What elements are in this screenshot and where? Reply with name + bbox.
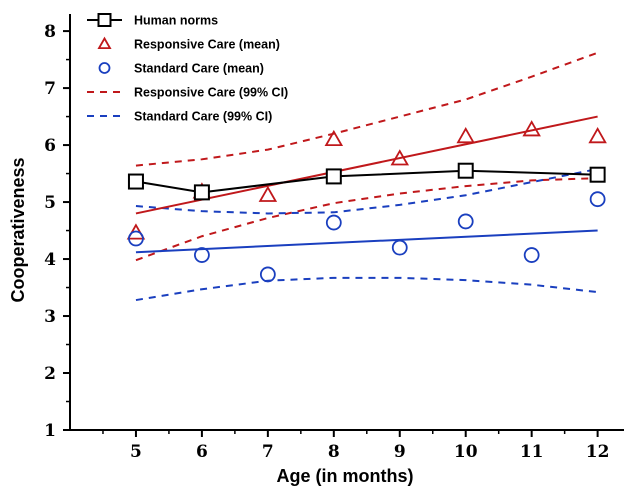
triangle-marker <box>456 127 475 144</box>
x-tick-label: 5 <box>130 442 142 462</box>
circle-marker <box>391 239 408 256</box>
marker-series <box>128 191 606 283</box>
legend-label: Human norms <box>134 14 218 28</box>
y-tick-label: 6 <box>44 136 56 156</box>
legend-label: Responsive Care (mean) <box>134 38 280 52</box>
human-norms-markers <box>127 162 606 201</box>
y-tick-label: 3 <box>44 307 56 327</box>
y-tick-label: 4 <box>44 250 56 270</box>
x-tick-label: 12 <box>586 442 610 462</box>
fit-line <box>135 115 598 215</box>
circle-marker <box>128 230 144 247</box>
circle-marker <box>325 214 342 231</box>
triangle-marker <box>390 149 410 166</box>
square-marker <box>127 173 144 190</box>
circle-marker <box>98 62 111 74</box>
square-marker <box>97 13 112 27</box>
x-axis-title: Age (in months) <box>277 466 414 486</box>
y-tick-label: 1 <box>44 421 56 441</box>
x-tick-label: 7 <box>262 442 274 462</box>
x-tick-label: 9 <box>394 442 406 462</box>
x-tick-label: 10 <box>454 442 478 462</box>
circle-marker <box>589 191 606 208</box>
triangle-marker <box>258 185 278 202</box>
square-marker <box>589 166 606 183</box>
ci-band-line <box>135 177 598 262</box>
ci-series <box>135 51 598 262</box>
square-marker <box>457 162 474 179</box>
legend-label: Responsive Care (99% CI) <box>134 86 288 100</box>
square-marker <box>325 168 342 185</box>
legend-label: Standard Care (mean) <box>134 62 264 76</box>
ci-band-line <box>135 276 598 302</box>
triangle-marker <box>588 127 607 144</box>
axes <box>69 14 624 431</box>
y-tick-label: 8 <box>44 22 56 42</box>
triangle-marker <box>522 120 541 137</box>
circle-marker <box>457 213 474 230</box>
y-tick-label: 2 <box>44 364 56 384</box>
square-marker <box>193 184 210 201</box>
x-tick-label: 6 <box>196 442 208 462</box>
circle-marker <box>194 247 210 263</box>
fit-line <box>135 229 598 254</box>
x-tick-label: 11 <box>520 442 544 462</box>
circle-marker <box>523 247 540 263</box>
legend-label: Standard Care (99% CI) <box>134 110 272 124</box>
circle-marker <box>259 266 276 283</box>
plot-area <box>126 51 607 302</box>
triangle-marker <box>324 129 344 147</box>
legend: Human norms Responsive Care (mean) Standar… <box>87 13 288 124</box>
y-axis-title: Cooperativeness <box>8 157 28 302</box>
x-tick-label: 8 <box>328 442 340 462</box>
y-tick-label: 7 <box>44 79 56 99</box>
triangle-marker <box>97 36 112 50</box>
y-tick-label: 5 <box>44 193 56 213</box>
ci-band-line <box>135 51 598 167</box>
